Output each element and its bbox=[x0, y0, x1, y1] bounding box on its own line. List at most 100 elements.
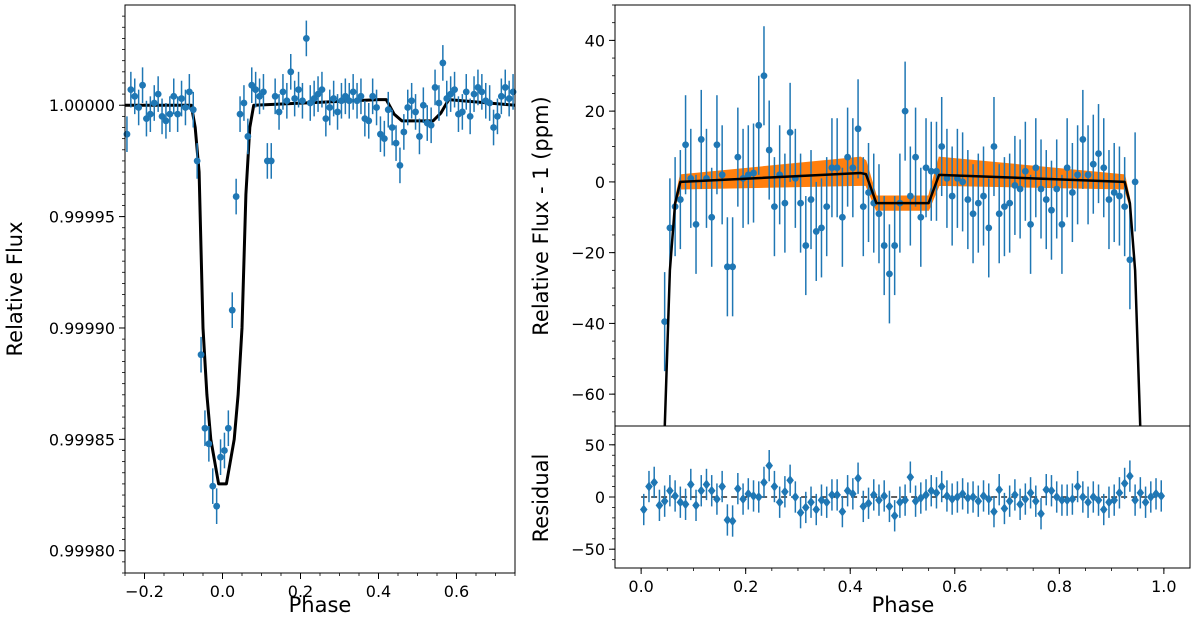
right-data-point bbox=[1048, 206, 1055, 214]
right-data-point bbox=[854, 125, 862, 133]
right-data-point bbox=[1095, 150, 1102, 157]
residual-point bbox=[749, 491, 758, 501]
residual-point bbox=[739, 494, 747, 505]
residual-point bbox=[1157, 491, 1166, 501]
left-data-point bbox=[213, 502, 221, 510]
residual-point bbox=[1052, 492, 1061, 502]
left-data-point bbox=[349, 88, 357, 96]
right-data-point bbox=[823, 203, 831, 211]
right-data-point bbox=[765, 146, 773, 154]
right-data-point bbox=[838, 213, 846, 221]
right-data-point bbox=[865, 189, 872, 196]
left-data-point bbox=[154, 90, 162, 98]
right-data-point bbox=[666, 224, 674, 232]
residual-point bbox=[890, 510, 899, 521]
right-data-point bbox=[1001, 203, 1008, 211]
right-data-point bbox=[859, 203, 867, 211]
right-data-point bbox=[912, 153, 919, 161]
left-panel: −0.2 0.0 0.2 0.4 0.6 0.99980 0.99985 0.99990 0.9… bbox=[3, 4, 517, 617]
left-data-point bbox=[345, 97, 353, 105]
right-data-point bbox=[1016, 185, 1024, 193]
left-data-point bbox=[271, 92, 279, 100]
right-data-point bbox=[880, 242, 888, 249]
right-data-point bbox=[1068, 189, 1076, 196]
residual-point bbox=[1005, 496, 1014, 507]
right-data-point bbox=[786, 128, 794, 136]
left-data-point bbox=[388, 124, 396, 131]
residual-point bbox=[1099, 504, 1108, 515]
right-data-point bbox=[697, 136, 705, 143]
right-data-point bbox=[974, 199, 982, 207]
right-top-y-tick-label: 20 bbox=[585, 102, 605, 121]
left-data-point bbox=[150, 99, 158, 107]
right-data-point bbox=[990, 143, 998, 150]
right-axes-frame bbox=[614, 4, 1191, 569]
residual-point bbox=[1089, 492, 1098, 502]
residual-point bbox=[801, 502, 810, 513]
right-data-point bbox=[676, 196, 684, 203]
residual-point bbox=[880, 491, 889, 501]
left-data-point bbox=[435, 99, 443, 107]
left-x-tick-label: −0.2 bbox=[125, 582, 164, 601]
residual-point bbox=[911, 496, 920, 507]
residual-point bbox=[932, 487, 941, 498]
left-data-point bbox=[474, 84, 482, 91]
left-y-tick-label: 0.99985 bbox=[49, 430, 115, 449]
right-data-point bbox=[1011, 182, 1019, 189]
right-data-point bbox=[1116, 192, 1123, 200]
right-data-point bbox=[891, 242, 899, 249]
left-data-point bbox=[400, 128, 408, 136]
left-x-tick-label: 0.2 bbox=[288, 582, 313, 601]
residual-point bbox=[1146, 492, 1155, 502]
residual-point bbox=[995, 484, 1004, 495]
right-data-point bbox=[692, 220, 700, 228]
right-data-point bbox=[1100, 164, 1108, 172]
residual-point bbox=[765, 460, 774, 471]
right-uncertainty-band bbox=[664, 156, 1141, 426]
left-data-point bbox=[189, 106, 197, 114]
left-data-point bbox=[326, 104, 334, 111]
right-data-point bbox=[833, 164, 841, 172]
left-data-point bbox=[205, 440, 213, 448]
left-data-point bbox=[174, 110, 182, 118]
residual-point bbox=[885, 501, 894, 512]
right-top-y-tick-label: 40 bbox=[585, 31, 605, 50]
right-data-point bbox=[964, 196, 972, 203]
residual-point bbox=[1021, 494, 1030, 505]
left-data-point bbox=[166, 110, 174, 118]
left-data-point bbox=[267, 157, 275, 165]
left-data-point bbox=[478, 88, 486, 96]
residual-point bbox=[1000, 503, 1009, 514]
left-data-point bbox=[162, 117, 170, 125]
left-data-point bbox=[252, 86, 260, 94]
left-data-point bbox=[380, 135, 388, 143]
left-data-point bbox=[232, 193, 240, 200]
left-y-tick-label: 1.00000 bbox=[49, 96, 115, 115]
left-data-point bbox=[143, 115, 150, 122]
left-data-point bbox=[501, 84, 509, 91]
residual-point bbox=[901, 495, 909, 506]
left-data-point bbox=[299, 97, 306, 105]
left-data-point bbox=[338, 97, 345, 105]
residual-point bbox=[822, 497, 831, 508]
left-data-point bbox=[439, 59, 447, 67]
left-data-point bbox=[373, 104, 380, 111]
left-data-point bbox=[217, 453, 224, 461]
right-x-tick-label: 1.0 bbox=[1151, 577, 1176, 596]
right-data-point bbox=[818, 224, 825, 232]
right-data-point bbox=[1042, 196, 1050, 203]
residual-point bbox=[843, 485, 852, 496]
residual-point bbox=[734, 483, 742, 494]
left-data-point bbox=[431, 84, 439, 91]
left-data-point bbox=[224, 424, 232, 432]
left-data-point bbox=[295, 86, 302, 94]
left-data-point bbox=[310, 95, 318, 102]
residual-point bbox=[849, 488, 857, 499]
left-data-point bbox=[357, 92, 365, 100]
left-data-point bbox=[392, 139, 400, 147]
right-data-point bbox=[797, 199, 804, 207]
left-data-point bbox=[490, 124, 497, 131]
left-data-point bbox=[341, 92, 349, 100]
residual-point bbox=[1058, 495, 1066, 506]
left-data-point bbox=[486, 99, 494, 107]
